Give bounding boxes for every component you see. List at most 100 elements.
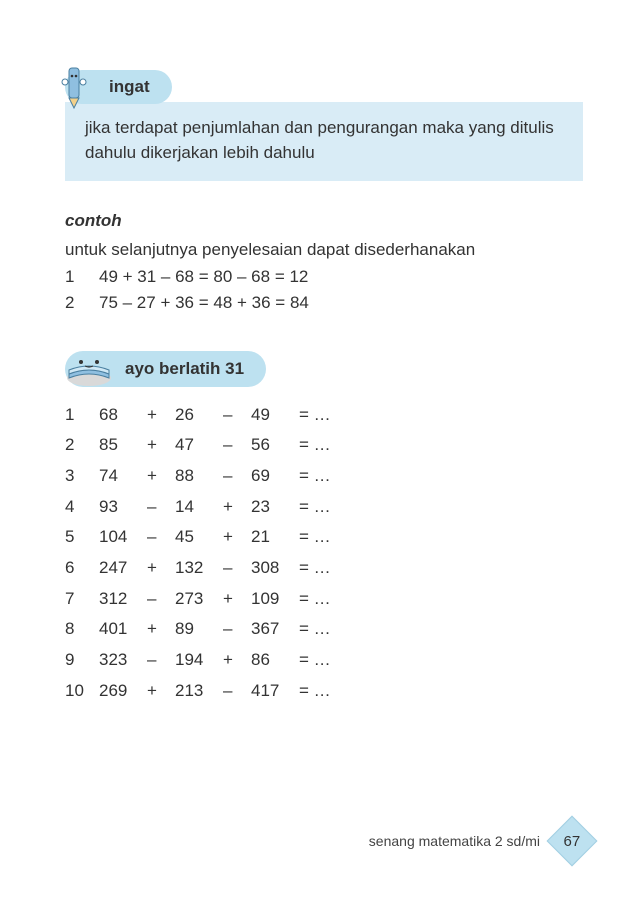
- remember-block: ingat jika terdapat penjumlahan dan peng…: [65, 70, 583, 181]
- problem-row: 9323–194+86= …: [65, 645, 337, 676]
- operator-2: –: [223, 553, 251, 584]
- problem-index: 4: [65, 492, 99, 523]
- example-expression: 75 – 27 + 36 = 48 + 36 = 84: [99, 291, 309, 316]
- operator-2: +: [223, 584, 251, 615]
- example-index: 1: [65, 265, 81, 290]
- footer-text: senang matematika 2 sd/mi: [369, 833, 540, 849]
- operand-c: 109: [251, 584, 299, 615]
- operator-1: –: [147, 522, 175, 553]
- problem-row: 5104–45+21= …: [65, 522, 337, 553]
- operator-1: +: [147, 400, 175, 431]
- equals-blank: = …: [299, 400, 337, 431]
- operand-b: 132: [175, 553, 223, 584]
- page-number-badge: 67: [547, 816, 598, 867]
- problem-index: 8: [65, 614, 99, 645]
- operand-a: 323: [99, 645, 147, 676]
- example-section: contoh untuk selanjutnya penyelesaian da…: [65, 209, 583, 316]
- operator-1: +: [147, 430, 175, 461]
- operand-a: 401: [99, 614, 147, 645]
- operator-2: +: [223, 645, 251, 676]
- problem-row: 7312–273+109= …: [65, 584, 337, 615]
- operand-c: 69: [251, 461, 299, 492]
- operator-1: +: [147, 553, 175, 584]
- problem-index: 7: [65, 584, 99, 615]
- equals-blank: = …: [299, 461, 337, 492]
- operand-b: 89: [175, 614, 223, 645]
- operand-b: 88: [175, 461, 223, 492]
- problem-row: 374+88–69= …: [65, 461, 337, 492]
- operator-2: –: [223, 400, 251, 431]
- problem-index: 1: [65, 400, 99, 431]
- problem-index: 5: [65, 522, 99, 553]
- problem-row: 168+26–49= …: [65, 400, 337, 431]
- operator-2: –: [223, 430, 251, 461]
- page-footer: senang matematika 2 sd/mi 67: [369, 823, 590, 859]
- equals-blank: = …: [299, 614, 337, 645]
- operand-b: 194: [175, 645, 223, 676]
- page-number: 67: [564, 833, 581, 850]
- operand-a: 269: [99, 676, 147, 707]
- operator-2: –: [223, 461, 251, 492]
- operand-c: 49: [251, 400, 299, 431]
- operator-1: +: [147, 614, 175, 645]
- operand-a: 104: [99, 522, 147, 553]
- example-index: 2: [65, 291, 81, 316]
- practice-block: ayo berlatih 31 168+26–49= …285+47–56= ……: [65, 352, 583, 706]
- problem-index: 3: [65, 461, 99, 492]
- problem-row: 493–14+23= …: [65, 492, 337, 523]
- problem-index: 10: [65, 676, 99, 707]
- equals-blank: = …: [299, 676, 337, 707]
- operator-2: –: [223, 676, 251, 707]
- operand-c: 21: [251, 522, 299, 553]
- equals-blank: = …: [299, 553, 337, 584]
- operator-2: +: [223, 492, 251, 523]
- operand-a: 68: [99, 400, 147, 431]
- remember-header: ingat: [65, 70, 583, 104]
- pencil-mascot-icon: [53, 64, 101, 120]
- operand-a: 247: [99, 553, 147, 584]
- operand-c: 23: [251, 492, 299, 523]
- equals-blank: = …: [299, 584, 337, 615]
- operand-b: 14: [175, 492, 223, 523]
- example-row: 2 75 – 27 + 36 = 48 + 36 = 84: [65, 291, 583, 316]
- operand-a: 312: [99, 584, 147, 615]
- operand-a: 74: [99, 461, 147, 492]
- operand-c: 56: [251, 430, 299, 461]
- practice-header: ayo berlatih 31: [65, 352, 583, 386]
- operator-1: –: [147, 492, 175, 523]
- operand-c: 86: [251, 645, 299, 676]
- problems-table: 168+26–49= …285+47–56= …374+88–69= …493–…: [65, 400, 337, 706]
- operand-b: 47: [175, 430, 223, 461]
- equals-blank: = …: [299, 430, 337, 461]
- example-expression: 49 + 31 – 68 = 80 – 68 = 12: [99, 265, 308, 290]
- operand-b: 213: [175, 676, 223, 707]
- example-intro: untuk selanjutnya penyelesaian dapat dis…: [65, 238, 583, 263]
- operator-1: –: [147, 645, 175, 676]
- equals-blank: = …: [299, 522, 337, 553]
- operator-1: +: [147, 461, 175, 492]
- remember-body: jika terdapat penjumlahan dan penguranga…: [65, 102, 583, 181]
- problem-row: 8401+89–367= …: [65, 614, 337, 645]
- problem-index: 6: [65, 553, 99, 584]
- operand-a: 93: [99, 492, 147, 523]
- operator-2: +: [223, 522, 251, 553]
- operand-b: 45: [175, 522, 223, 553]
- operator-2: –: [223, 614, 251, 645]
- problem-index: 2: [65, 430, 99, 461]
- operator-1: –: [147, 584, 175, 615]
- problem-row: 10269+213–417= …: [65, 676, 337, 707]
- operand-b: 26: [175, 400, 223, 431]
- problem-row: 6247+132–308= …: [65, 553, 337, 584]
- problem-row: 285+47–56= …: [65, 430, 337, 461]
- operand-a: 85: [99, 430, 147, 461]
- operand-c: 308: [251, 553, 299, 584]
- equals-blank: = …: [299, 492, 337, 523]
- operand-c: 417: [251, 676, 299, 707]
- example-title: contoh: [65, 209, 583, 234]
- book-mascot-icon: [63, 348, 117, 398]
- example-row: 1 49 + 31 – 68 = 80 – 68 = 12: [65, 265, 583, 290]
- problem-index: 9: [65, 645, 99, 676]
- operand-b: 273: [175, 584, 223, 615]
- operand-c: 367: [251, 614, 299, 645]
- operator-1: +: [147, 676, 175, 707]
